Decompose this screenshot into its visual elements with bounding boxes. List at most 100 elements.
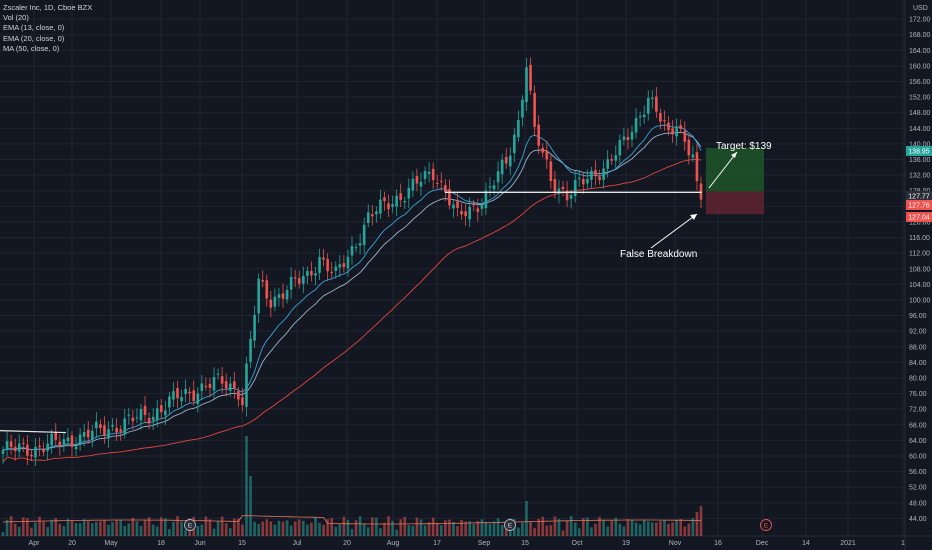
candle-body bbox=[38, 445, 41, 448]
y-tick-label: 56.00 bbox=[909, 469, 927, 476]
volume-bar bbox=[293, 521, 297, 536]
volume-bar bbox=[533, 528, 536, 536]
earnings-marker-label: E bbox=[188, 523, 193, 530]
candle-body bbox=[525, 67, 528, 103]
volume-bar bbox=[241, 524, 244, 536]
volume-bar bbox=[318, 523, 321, 536]
candle-body bbox=[180, 397, 183, 402]
volume-bar bbox=[200, 524, 204, 536]
candle-body bbox=[82, 432, 86, 437]
candle-body bbox=[366, 212, 370, 224]
y-tick-label: 80.00 bbox=[909, 375, 927, 382]
volume-bar bbox=[549, 525, 553, 536]
volume-bar bbox=[54, 517, 58, 536]
candle-body bbox=[306, 271, 309, 276]
x-tick-label: Dec bbox=[756, 540, 769, 547]
candle-body bbox=[614, 155, 618, 161]
x-tick-label: Nov bbox=[669, 540, 682, 547]
volume-bar bbox=[358, 516, 362, 536]
candle-body bbox=[517, 120, 520, 138]
candle-body bbox=[184, 388, 187, 395]
volume-bar bbox=[314, 517, 317, 536]
candle-body bbox=[545, 150, 549, 160]
candle-body bbox=[297, 278, 301, 284]
earnings-marker-label: E bbox=[508, 523, 513, 530]
annotation-breakdown-arrowhead bbox=[690, 214, 697, 220]
volume-bar bbox=[634, 522, 638, 536]
candle-body bbox=[358, 243, 362, 246]
price-badge bbox=[906, 200, 932, 210]
candle-body bbox=[533, 92, 536, 127]
candle-body bbox=[687, 139, 691, 156]
candle-body bbox=[452, 204, 455, 209]
candle-body bbox=[569, 194, 573, 199]
candle-body bbox=[17, 443, 21, 452]
volume-bar bbox=[500, 524, 504, 536]
volume-bar bbox=[375, 517, 378, 536]
candle-body bbox=[249, 338, 252, 362]
y-tick-label: 112.00 bbox=[909, 251, 930, 258]
x-tick-label: 19 bbox=[622, 540, 630, 547]
candle-body bbox=[634, 117, 638, 133]
y-tick-label: 116.00 bbox=[909, 235, 930, 242]
x-tick-label: 18 bbox=[157, 540, 165, 547]
price-badge-label: 127.77 bbox=[908, 194, 930, 201]
volume-bar bbox=[58, 523, 62, 536]
candle-body bbox=[488, 186, 492, 188]
volume-bar bbox=[277, 520, 281, 536]
volume-bar bbox=[249, 476, 252, 536]
y-tick-label: 84.00 bbox=[909, 360, 927, 367]
volume-bar bbox=[253, 521, 256, 536]
y-tick-label: 136.00 bbox=[909, 157, 931, 164]
y-tick-label: 48.00 bbox=[909, 500, 927, 507]
volume-bar bbox=[70, 520, 74, 536]
volume-bar bbox=[362, 523, 366, 536]
candle-body bbox=[399, 193, 402, 200]
volume-bar bbox=[370, 517, 374, 536]
candle-body bbox=[476, 208, 480, 212]
candle-body bbox=[111, 424, 114, 427]
volume-bar bbox=[598, 516, 601, 536]
candle-body bbox=[131, 417, 135, 422]
candle-body bbox=[435, 182, 439, 184]
x-tick-label: 20 bbox=[68, 540, 76, 547]
candle-body bbox=[13, 446, 17, 452]
y-tick-label: 160.00 bbox=[909, 63, 931, 70]
volume-bar bbox=[297, 519, 301, 536]
candle-body bbox=[699, 183, 703, 200]
candle-body bbox=[549, 161, 553, 182]
candle-body bbox=[630, 131, 634, 140]
candle-body bbox=[78, 434, 82, 445]
y-tick-label: 76.00 bbox=[909, 391, 927, 398]
candle-body bbox=[618, 140, 622, 156]
candle-body bbox=[586, 178, 589, 184]
volume-bar bbox=[606, 526, 609, 536]
candle-body bbox=[127, 414, 131, 416]
volume-bar bbox=[573, 522, 577, 536]
candle-body bbox=[115, 427, 118, 433]
candle-body bbox=[354, 247, 358, 249]
candle-body bbox=[419, 181, 423, 187]
candle-body bbox=[565, 190, 569, 201]
x-tick-label: Sep bbox=[478, 540, 491, 547]
candle-body bbox=[582, 179, 585, 185]
volume-bar bbox=[468, 521, 471, 536]
earnings-marker-icon bbox=[760, 519, 772, 531]
candle-body bbox=[66, 437, 70, 442]
volume-bar bbox=[38, 516, 41, 536]
y-tick-label: 120.00 bbox=[909, 219, 931, 226]
ema20-line bbox=[2, 131, 702, 451]
volume-bar bbox=[285, 520, 289, 536]
volume-bar bbox=[111, 522, 114, 536]
candle-body bbox=[326, 258, 329, 272]
candle-body bbox=[54, 432, 58, 440]
volume-bar bbox=[423, 525, 427, 536]
volume-bar bbox=[452, 521, 455, 536]
candle-body bbox=[216, 373, 220, 375]
volume-bar bbox=[115, 519, 118, 536]
legend-ema20: EMA (20, close, 0) bbox=[3, 33, 65, 43]
candle-body bbox=[553, 179, 557, 193]
volume-bar bbox=[26, 518, 29, 536]
y-tick-label: 104.00 bbox=[909, 282, 931, 289]
